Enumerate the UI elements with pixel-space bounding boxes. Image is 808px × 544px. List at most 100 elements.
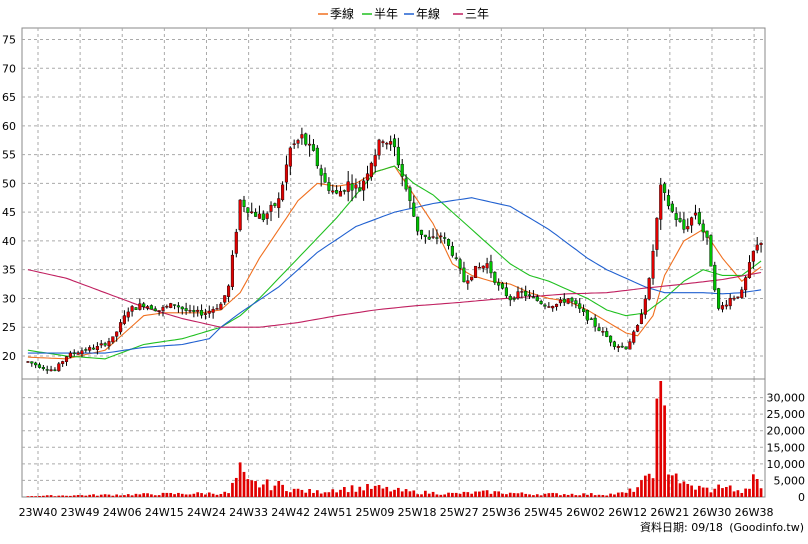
candle-body bbox=[539, 301, 543, 304]
candle-body bbox=[609, 335, 613, 343]
volume-bar bbox=[620, 492, 624, 497]
candle-body bbox=[512, 298, 516, 300]
volume-bar bbox=[721, 488, 724, 497]
volume-bar bbox=[26, 496, 30, 497]
candle-body bbox=[508, 296, 512, 301]
x-tick-label: 24W06 bbox=[103, 506, 142, 519]
volume-bar bbox=[180, 493, 184, 497]
candle-body bbox=[122, 315, 126, 324]
volume-bar bbox=[451, 492, 454, 497]
candle-body bbox=[242, 199, 246, 207]
candle-body bbox=[257, 213, 261, 219]
x-tick-label: 24W33 bbox=[229, 506, 268, 519]
candle-body bbox=[84, 349, 88, 351]
volume-bar bbox=[663, 405, 666, 497]
candle-body bbox=[273, 203, 277, 206]
volume-bar bbox=[524, 493, 528, 497]
volume-bar bbox=[616, 492, 620, 497]
candle-body bbox=[659, 184, 663, 220]
candle-body bbox=[142, 303, 146, 308]
x-tick-label: 25W18 bbox=[398, 506, 437, 519]
volume-tick-label: 20,000 bbox=[767, 425, 806, 438]
volume-bar bbox=[196, 492, 200, 497]
volume-bar bbox=[601, 495, 605, 497]
candle-body bbox=[72, 352, 76, 354]
volume-bar bbox=[520, 492, 524, 497]
volume-bar bbox=[640, 480, 643, 497]
candle-body bbox=[37, 364, 42, 368]
candle-body bbox=[589, 318, 593, 320]
volume-bar bbox=[435, 494, 439, 497]
data-date-label: 資料日期: 09/18 bbox=[640, 520, 723, 534]
price-axis: 20 25 30 35 40 45 50 55 60 65 70 75 bbox=[2, 34, 16, 363]
volume-tick-label: 0 bbox=[798, 491, 805, 504]
candle-body bbox=[188, 310, 192, 312]
volume-bar bbox=[165, 492, 169, 497]
volume-bar bbox=[744, 488, 747, 497]
volume-bar bbox=[57, 495, 61, 497]
volume-bar bbox=[126, 494, 130, 497]
candle-body bbox=[701, 223, 705, 233]
candle-body bbox=[651, 250, 655, 279]
volume-bar bbox=[605, 495, 609, 497]
x-tick-label: 24W51 bbox=[313, 506, 352, 519]
candle-body bbox=[416, 216, 420, 232]
candle-body bbox=[528, 294, 532, 296]
volume-bar bbox=[72, 495, 76, 497]
volume-bar bbox=[238, 462, 242, 497]
candle-body bbox=[628, 341, 632, 350]
x-tick-label: 25W36 bbox=[482, 506, 521, 519]
candle-body bbox=[605, 331, 609, 337]
candle-body bbox=[350, 183, 354, 191]
volume-bar bbox=[559, 495, 562, 497]
volume-bar bbox=[489, 493, 493, 497]
volume-bar bbox=[342, 487, 346, 497]
candle-body bbox=[574, 300, 578, 305]
candle-body bbox=[435, 237, 439, 239]
volume-bar bbox=[667, 474, 670, 497]
candle-body bbox=[558, 299, 562, 304]
volume-bar bbox=[250, 480, 254, 497]
candle-body bbox=[354, 184, 358, 189]
volume-bar bbox=[281, 484, 284, 497]
candle-body bbox=[655, 217, 659, 250]
volume-axis: 0 5,000 10,000 15,000 20,000 25,000 30,000 bbox=[767, 392, 806, 504]
volume-bar bbox=[99, 494, 103, 497]
candle-body bbox=[705, 230, 709, 238]
price-tick-label: 25 bbox=[2, 321, 16, 334]
candle-body bbox=[145, 306, 150, 309]
volume-bar bbox=[339, 489, 342, 497]
volume-bar bbox=[377, 485, 381, 497]
legend-label: 半年 bbox=[374, 7, 398, 21]
volume-bar bbox=[45, 495, 49, 497]
volume-bar bbox=[597, 494, 601, 497]
candle-body bbox=[759, 242, 763, 246]
volume-bar bbox=[192, 493, 196, 497]
candle-body bbox=[477, 267, 481, 269]
price-tick-label: 20 bbox=[2, 350, 16, 363]
candle-body bbox=[358, 187, 362, 192]
candle-body bbox=[462, 267, 466, 283]
candle-body bbox=[203, 313, 207, 315]
candle-body bbox=[80, 350, 84, 355]
candle-body bbox=[666, 195, 671, 207]
price-tick-label: 40 bbox=[2, 235, 16, 248]
candle-body bbox=[408, 187, 412, 201]
volume-bar bbox=[204, 494, 207, 497]
volume-bar bbox=[366, 484, 369, 497]
candle-body bbox=[30, 361, 34, 364]
candle-body bbox=[362, 180, 366, 191]
volume-bar bbox=[34, 496, 37, 497]
volume-bar bbox=[686, 483, 690, 497]
candle-body bbox=[149, 305, 153, 310]
volume-bar bbox=[327, 492, 331, 497]
candle-body bbox=[99, 343, 103, 346]
volume-bar bbox=[682, 481, 686, 497]
price-grid bbox=[22, 28, 765, 497]
candle-body bbox=[269, 204, 273, 212]
volume-bar bbox=[393, 489, 396, 497]
volume-bar bbox=[103, 494, 107, 497]
volume-bar bbox=[84, 495, 88, 497]
volume-bar bbox=[485, 490, 489, 497]
volume-bar bbox=[697, 485, 701, 497]
